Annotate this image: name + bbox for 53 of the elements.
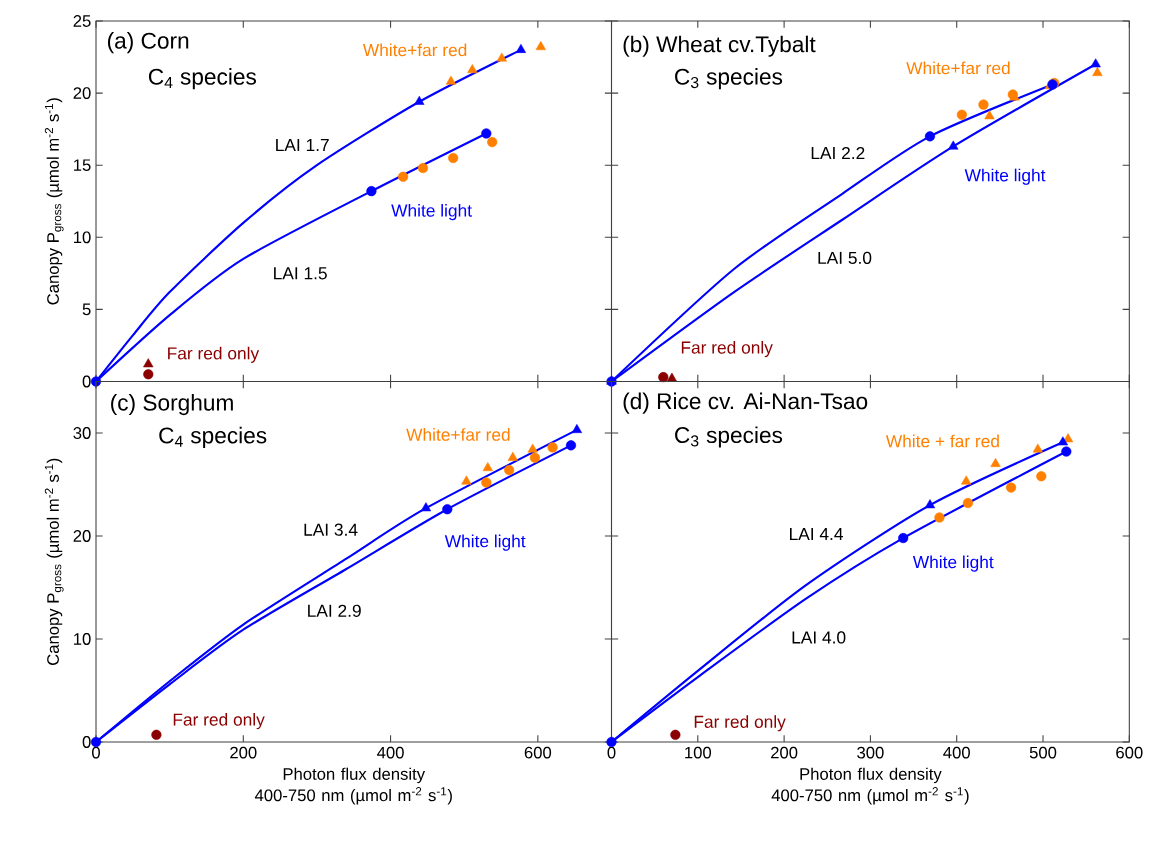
y-tick-label: 15	[74, 159, 91, 172]
y-axis-title: Canopy P$_{gross}$ (µmol m$^{-2}$ s$^{-1}$)	[44, 98, 64, 305]
y-axis-title: Canopy P$_{gross}$ (µmol m$^{-2}$ s$^{-1}$)	[44, 458, 64, 665]
x-tick-label: 100	[685, 746, 712, 759]
y-tick-label: 10	[74, 231, 91, 244]
series-label: White+far red	[906, 61, 1010, 75]
series-label: White light	[964, 168, 1046, 185]
series-label: LAI 1.7	[276, 139, 329, 151]
x-tick-label: 200	[771, 746, 798, 759]
x-tick-label: 500	[1029, 746, 1057, 759]
y-tick-label: 5	[82, 303, 91, 316]
series-label: LAI 5.0	[818, 251, 872, 264]
x-tick-label: 0	[607, 746, 616, 759]
x-tick-label: 600	[524, 746, 552, 759]
chart-title: (a) Corn	[107, 32, 189, 54]
series-label: LAI 3.4	[304, 523, 358, 536]
series-label: White+far red	[362, 43, 467, 57]
series-label: Far red only	[173, 713, 265, 730]
x-tick-label: 300	[857, 746, 884, 759]
series-label: LAI 4.4	[790, 528, 843, 540]
text: C$_{4}$ species	[159, 426, 267, 448]
x-tick-label: 600	[1116, 746, 1143, 759]
series-label: LAI 2.9	[308, 604, 361, 617]
series-label: White+far red	[406, 428, 510, 441]
series-label: White light	[391, 203, 472, 221]
x-tick-label: 200	[230, 746, 257, 759]
x-axis-title: Photon flux density 400-750 nm (µmol m$^{-2}$ s$^{-1}$)	[771, 767, 969, 805]
series-label: Far red only	[168, 346, 260, 363]
text: (c) Sorghum	[111, 394, 233, 416]
series-label: White light	[444, 534, 526, 551]
text: C$_{3}$ species	[675, 426, 783, 448]
x-tick-label: 400	[943, 746, 970, 759]
series-label: White light	[912, 555, 994, 572]
series-label: White + far red	[885, 434, 999, 448]
series-label: LAI 2.2	[811, 146, 865, 159]
y-tick-label: 20	[73, 87, 91, 99]
text: (b) Wheat cv.Tybalt	[623, 35, 816, 57]
text: C$_{3}$ species	[675, 68, 783, 90]
y-tick-label: 0	[82, 375, 91, 388]
chart-title: (d) Rice cv. Ai-Nan-Tsao	[623, 392, 868, 414]
text: C$_{4}$ species	[148, 68, 257, 90]
y-tick-label: 25	[73, 15, 91, 27]
y-tick-label: 0	[82, 736, 91, 748]
y-tick-label: 30	[73, 427, 91, 439]
x-tick-label: 0	[92, 746, 100, 759]
series-label: LAI 1.5	[274, 267, 327, 280]
y-tick-label: 10	[74, 633, 91, 645]
x-axis-title: Photon flux density 400-750 nm (µmol m$^{-2}$ s$^{-1}$)	[254, 767, 452, 805]
y-tick-label: 20	[73, 530, 91, 542]
x-tick-label: 400	[377, 746, 404, 759]
series-label: Far red only	[681, 340, 773, 358]
series-label: Far red only	[694, 715, 786, 732]
series-label: LAI 4.0	[792, 631, 846, 644]
